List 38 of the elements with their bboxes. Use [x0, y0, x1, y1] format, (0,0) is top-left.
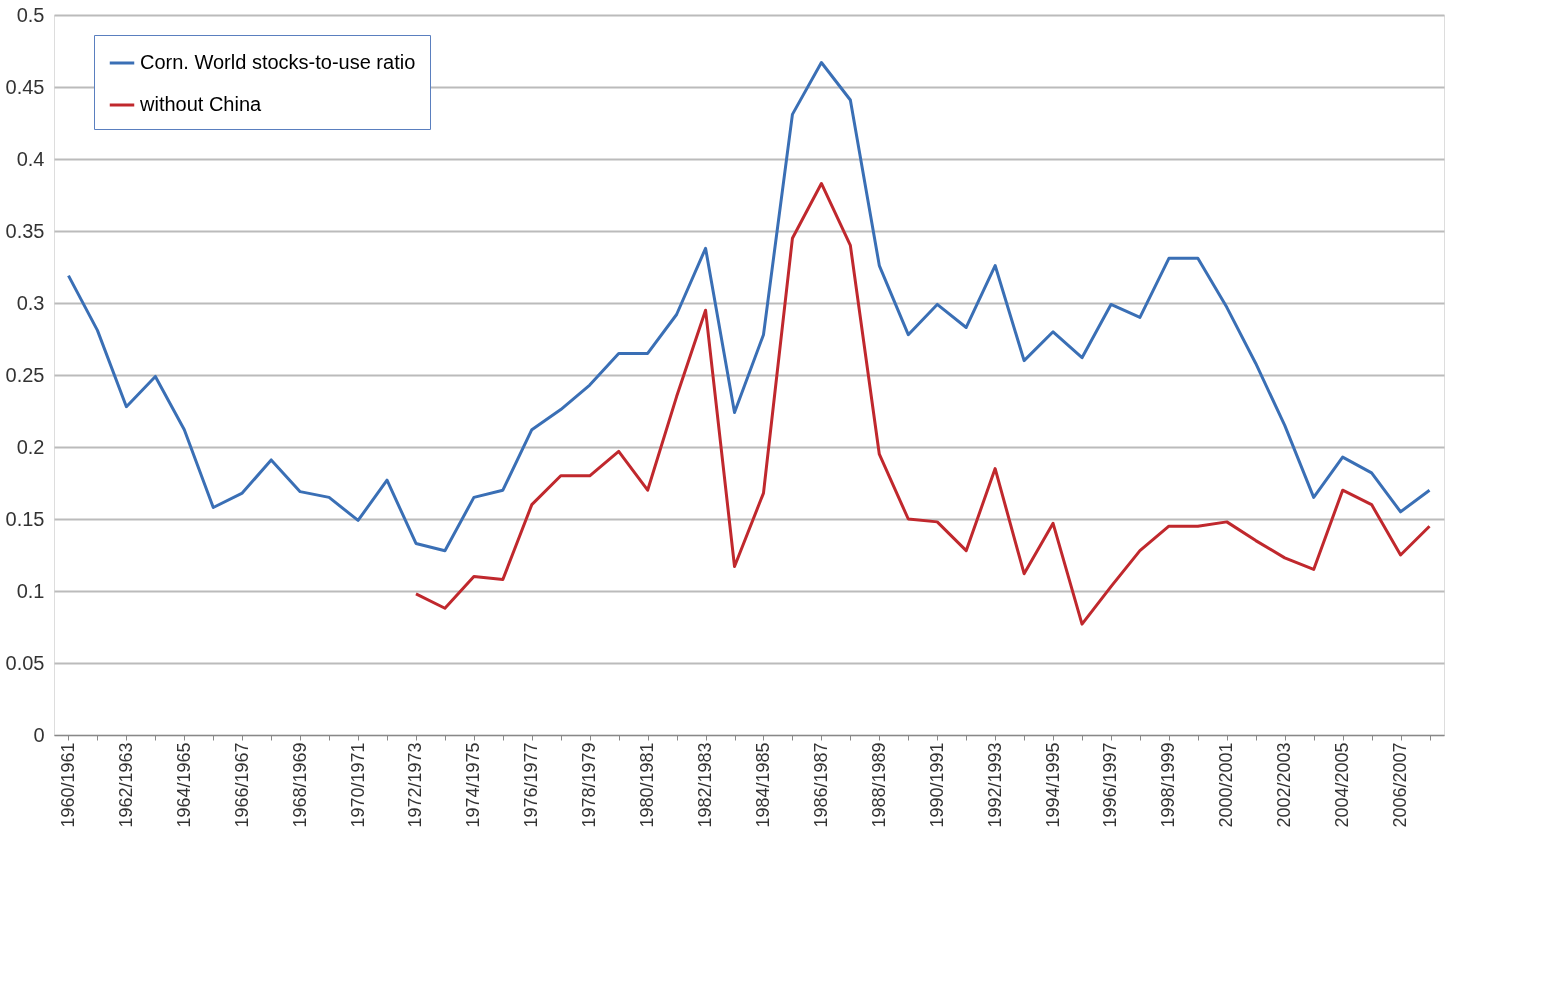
x-tick-label: 1982/1983 [695, 742, 716, 828]
x-tick-label: 1976/1977 [521, 742, 542, 828]
x-tick-label: 1994/1995 [1042, 742, 1063, 828]
x-tick-label: 1998/1999 [1158, 742, 1179, 828]
legend-label: without China [139, 93, 263, 115]
x-tick-label: 2000/2001 [1216, 742, 1237, 828]
y-tick-label: 0.2 [16, 435, 45, 458]
x-tick-label: 1968/1969 [289, 742, 310, 828]
legend-label: Corn. World stocks-to-use ratio [140, 51, 416, 73]
x-tick-label: 1960/1961 [57, 742, 78, 828]
x-tick-label: 2006/2007 [1390, 742, 1411, 828]
y-tick-label: 0.45 [5, 75, 45, 98]
x-tick-label: 1978/1979 [579, 742, 600, 828]
y-tick-label: 0.15 [5, 507, 45, 530]
x-tick-label: 2002/2003 [1274, 742, 1295, 828]
y-tick-label: 0.35 [5, 219, 45, 242]
x-tick-label: 1984/1985 [752, 742, 773, 828]
x-tick-label: 1964/1965 [173, 742, 194, 828]
y-tick-label: 0 [33, 723, 45, 746]
y-tick-label: 0.25 [5, 363, 45, 386]
y-tick-label: 0.4 [16, 147, 45, 170]
y-tick-label: 0.1 [16, 579, 45, 602]
x-tick-label: 1988/1989 [868, 742, 889, 828]
y-tick-label: 0.3 [16, 291, 45, 314]
x-tick-label: 1980/1981 [637, 742, 658, 828]
x-tick-label: 1992/1993 [984, 742, 1005, 828]
y-tick-label: 0.5 [16, 3, 45, 26]
x-tick-label: 1972/1973 [405, 742, 426, 828]
x-tick-label: 1996/1997 [1100, 742, 1121, 828]
x-tick-label: 1986/1987 [810, 742, 831, 828]
x-tick-label: 1974/1975 [463, 742, 484, 828]
y-tick-label: 0.05 [5, 651, 45, 674]
x-tick-label: 1970/1971 [347, 742, 368, 828]
line-series [414, 181, 1432, 626]
x-tick-label: 1966/1967 [231, 742, 252, 828]
x-tick-label: 1990/1991 [926, 742, 947, 828]
x-tick-label: 1962/1963 [115, 742, 136, 828]
x-tick-label: 2004/2005 [1332, 742, 1353, 828]
